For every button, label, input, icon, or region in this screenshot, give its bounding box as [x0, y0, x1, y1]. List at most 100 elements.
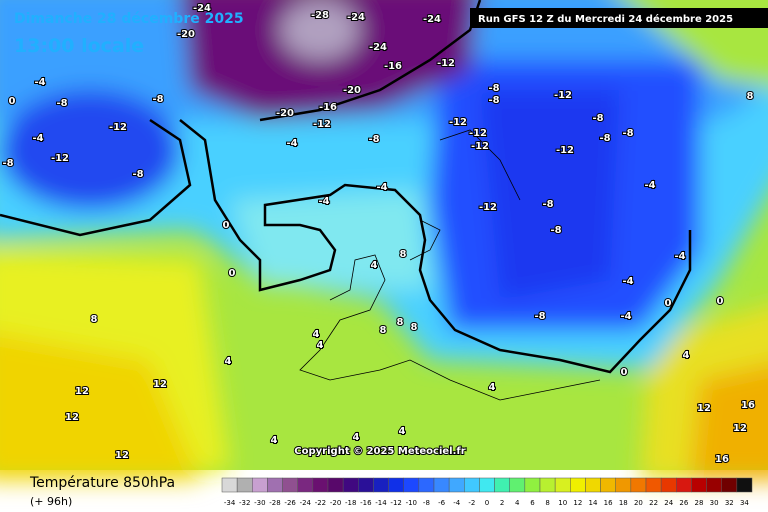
contour-label: 12: [697, 403, 711, 414]
legend-swatch: [358, 477, 374, 493]
footer-title: Température 850hPa: [29, 475, 175, 491]
legend-swatch: [433, 477, 450, 493]
legend-swatch: [676, 477, 692, 493]
contour-label: -28: [311, 10, 329, 21]
contour-label: -20: [276, 108, 294, 119]
contour-label: -8: [488, 95, 499, 106]
contour-label: -12: [479, 202, 497, 213]
legend-swatch: [615, 477, 632, 493]
contour-label: 0: [9, 96, 16, 107]
legend-swatch: [252, 477, 268, 493]
contour-label: -12: [471, 141, 489, 152]
contour-label: 8: [380, 325, 387, 336]
legend-swatch: [236, 477, 253, 493]
contour-label: -8: [152, 94, 163, 105]
contour-label: -4: [34, 77, 45, 88]
legend-label: 6: [530, 499, 535, 507]
contour-label: -12: [556, 145, 574, 156]
contour-label: 0: [621, 367, 628, 378]
contour-label: -16: [319, 102, 337, 113]
legend-label: 32: [725, 499, 734, 507]
contour-label: 0: [665, 298, 672, 309]
contour-label: -8: [592, 113, 603, 124]
legend-swatch: [448, 477, 465, 493]
contour-label: -12: [469, 128, 487, 139]
contour-label: -8: [488, 83, 499, 94]
footer-lead: (+ 96h): [30, 495, 72, 508]
legend-label: -2: [468, 499, 475, 507]
contour-label: -8: [534, 311, 545, 322]
legend-label: 12: [573, 499, 582, 507]
copyright: Copyright © 2025 Meteociel.fr: [294, 446, 465, 457]
contour-label: 4: [683, 350, 690, 361]
legend-label: 10: [558, 499, 567, 507]
contour-label: -12: [437, 58, 455, 69]
legend-label: -4: [453, 499, 461, 507]
legend-label: 22: [649, 499, 658, 507]
date-label: Dimanche 28 décembre 2025: [14, 11, 244, 27]
contour-label: -8: [132, 169, 143, 180]
contour-label: -12: [51, 153, 69, 164]
legend-label: -20: [330, 499, 341, 507]
legend-label: -8: [423, 499, 430, 507]
contour-label: 4: [371, 260, 378, 271]
legend-swatch: [327, 477, 344, 493]
contour-label: 0: [223, 220, 230, 231]
map: [0, 0, 768, 480]
contour-label: 8: [400, 249, 407, 260]
legend-label: -24: [300, 499, 312, 507]
legend-label: 0: [485, 499, 489, 507]
legend-label: -14: [375, 499, 387, 507]
contour-label: 8: [397, 317, 404, 328]
contour-label: 12: [153, 379, 167, 390]
legend-label: -30: [254, 499, 265, 507]
legend-swatch: [342, 477, 359, 493]
time-label: 13:00 locale: [14, 35, 144, 57]
contour-label: 4: [353, 432, 360, 443]
contour-label: -12: [313, 119, 331, 130]
legend-label: 26: [679, 499, 688, 507]
legend-label: 20: [634, 499, 643, 507]
contour-label: -8: [550, 225, 561, 236]
contour-label: -8: [368, 134, 379, 145]
contour-label: 12: [65, 412, 79, 423]
contour-label: -4: [318, 196, 329, 207]
legend-label: 30: [710, 499, 719, 507]
contour-label: -24: [423, 14, 441, 25]
legend-label: 2: [500, 499, 504, 507]
legend-label: -18: [345, 499, 356, 507]
legend-swatch: [736, 477, 753, 493]
run-label: Run GFS 12 Z du Mercredi 24 décembre 202…: [478, 13, 733, 25]
legend-swatch: [373, 477, 389, 493]
contour-label: -4: [620, 311, 631, 322]
contour-label: -4: [32, 133, 43, 144]
legend-label: -28: [269, 499, 280, 507]
legend-label: -22: [315, 499, 326, 507]
legend-swatch: [479, 477, 495, 493]
legend-label: 14: [589, 499, 598, 507]
contour-label: -4: [376, 182, 387, 193]
legend-swatch: [418, 477, 435, 493]
legend-swatch: [570, 477, 586, 493]
legend-label: -10: [406, 499, 417, 507]
legend-label: 34: [740, 499, 749, 507]
legend-label: -32: [239, 499, 250, 507]
legend-swatch: [554, 477, 571, 493]
contour-label: -8: [542, 199, 553, 210]
contour-label: 0: [229, 268, 236, 279]
contour-label: 4: [271, 435, 278, 446]
contour-label: 0: [717, 296, 724, 307]
legend-swatch: [403, 477, 420, 493]
contour-label: 4: [489, 382, 496, 393]
contour-label: -4: [674, 251, 685, 262]
legend-swatch: [645, 477, 662, 493]
contour-label: -20: [177, 29, 195, 40]
contour-label: 12: [115, 450, 129, 461]
contour-label: -24: [347, 12, 365, 23]
contour-label: -8: [622, 128, 633, 139]
legend-label: 8: [545, 499, 549, 507]
contour-label: -16: [384, 61, 402, 72]
legend-swatch: [585, 477, 601, 493]
legend-swatch: [464, 477, 480, 493]
